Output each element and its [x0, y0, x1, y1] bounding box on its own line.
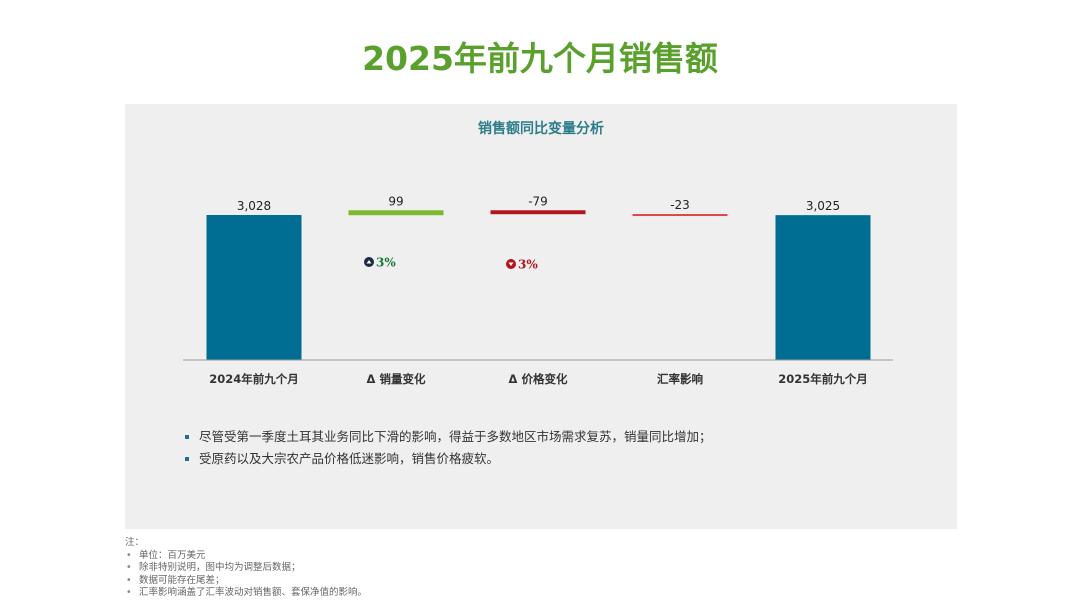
data-label: -79: [528, 194, 548, 208]
bar-3: [632, 214, 728, 217]
footnote-item: 除非特别说明，图中均为调整后数据；: [125, 562, 825, 575]
footnote-item: 单位：百万美元: [125, 550, 825, 563]
footnotes: 注： 单位：百万美元 除非特别说明，图中均为调整后数据； 数据可能存在尾差； 汇…: [125, 537, 825, 600]
bar-4: [775, 215, 871, 360]
percent-change-label: 3%: [376, 256, 396, 270]
category-label: Δ 销量变化: [367, 372, 426, 386]
category-label: 2024年前九个月: [209, 372, 299, 386]
chart-title: 销售额同比变量分析: [478, 121, 604, 137]
footnote-item: 数据可能存在尾差；: [125, 575, 825, 588]
arrow-glyph: [366, 260, 372, 264]
bar-1: [348, 210, 444, 216]
data-label: 3,028: [237, 199, 271, 213]
bar-2: [490, 210, 586, 215]
commentary-item: 受原药以及大宗农产品价格低迷影响，销售价格疲软。: [185, 448, 925, 470]
data-label: 3,025: [806, 199, 840, 213]
footnotes-label: 注：: [125, 537, 145, 548]
data-label: -23: [670, 198, 690, 212]
arrow-glyph: [508, 262, 514, 266]
chart-panel: 销售额同比变量分析 3,028 2024年前九个月 99 Δ 销量变化 -79 Δ 价格变…: [125, 104, 957, 529]
category-label: Δ 价格变化: [509, 372, 568, 386]
footnote-item: 汇率影响涵盖了汇率波动对销售额、套保净值的影响。: [125, 587, 825, 600]
data-label: 99: [388, 194, 403, 208]
percent-change-label: 3%: [518, 258, 538, 272]
bar-0: [206, 215, 302, 360]
commentary-item: 尽管受第一季度土耳其业务同比下滑的影响，得益于多数地区市场需求复苏，销量同比增加…: [185, 426, 925, 448]
waterfall-chart: 3,028 2024年前九个月 99 Δ 销量变化 -79 Δ 价格变化 -23 汇率影响 3,…: [183, 194, 893, 386]
commentary-list: 尽管受第一季度土耳其业务同比下滑的影响，得益于多数地区市场需求复苏，销量同比增加…: [185, 426, 925, 470]
category-label: 汇率影响: [657, 372, 703, 386]
page-title: 2025年前九个月销售额: [362, 39, 718, 78]
category-label: 2025年前九个月: [778, 372, 868, 386]
